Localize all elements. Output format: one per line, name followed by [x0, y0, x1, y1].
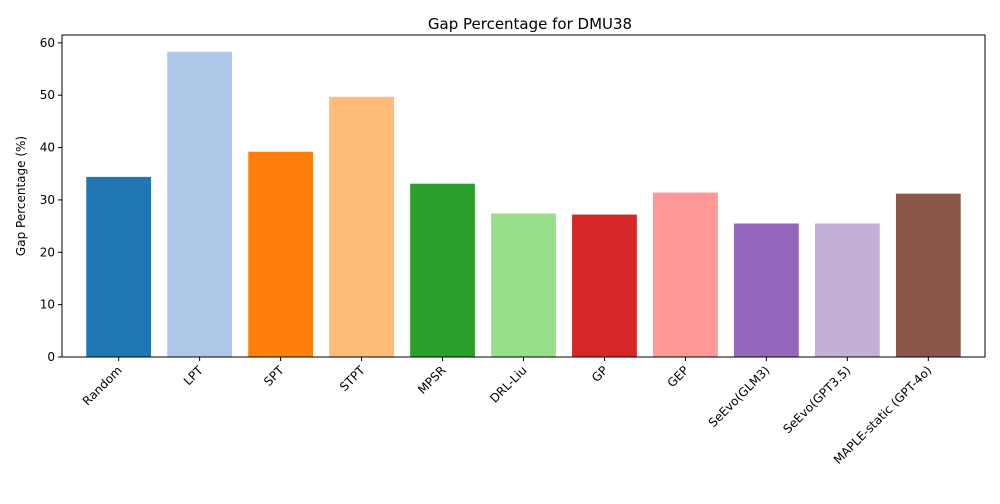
bar-gp — [572, 214, 637, 357]
x-tick-label: GEP — [665, 363, 692, 390]
y-tick-label: 50 — [40, 88, 55, 102]
x-axis: Random LPT SPT STPT MPSR DRL-Liu GP GEP SeEvo(GL… — [80, 357, 934, 467]
y-tick-label: 20 — [40, 245, 55, 259]
bar-maple-static-gpt-4o — [895, 193, 961, 357]
x-tick-label: MPSR — [415, 363, 449, 397]
bar-lpt — [167, 51, 233, 358]
bar-seevo-glm3 — [734, 223, 799, 357]
bar-seevo-gpt3-5 — [814, 223, 880, 357]
x-tick-label: SPT — [261, 363, 287, 389]
x-tick-label: DRL-Liu — [487, 363, 529, 405]
y-tick-label: 30 — [40, 193, 55, 207]
x-tick-label: LPT — [181, 363, 206, 388]
bar-stpt — [329, 96, 394, 358]
plot-frame — [61, 34, 986, 358]
x-tick-label: Random — [80, 363, 125, 408]
x-tick-label: SeEvo(GPT3.5) — [780, 363, 853, 436]
chart-title: Gap Percentage for DMU38 — [428, 15, 632, 33]
y-axis: 0 10 20 30 40 50 60 — [40, 36, 62, 364]
x-tick-label: STPT — [337, 363, 368, 394]
y-tick-label: 40 — [40, 141, 55, 155]
bars-group — [86, 51, 961, 358]
y-axis-label: Gap Percentage (%) — [14, 136, 28, 256]
bar-spt — [248, 151, 313, 357]
bar-drl-liu — [491, 213, 556, 357]
bar-mpsr — [410, 183, 475, 357]
y-tick-label: 0 — [47, 350, 55, 364]
bar-random — [86, 176, 152, 357]
bar-gep — [653, 192, 718, 357]
y-tick-label: 10 — [40, 298, 55, 312]
x-tick-label: GP — [589, 363, 611, 385]
x-tick-label: SeEvo(GLM3) — [706, 363, 773, 430]
y-tick-label: 60 — [40, 36, 55, 50]
